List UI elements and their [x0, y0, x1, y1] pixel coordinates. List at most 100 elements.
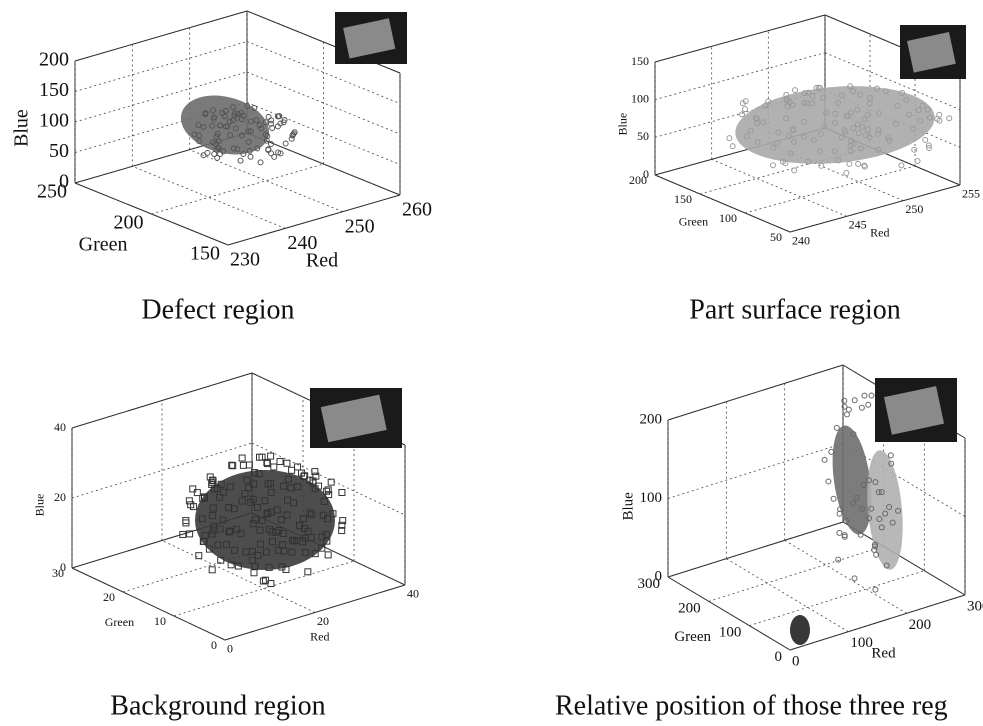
caption: Defect region — [141, 294, 294, 325]
point — [279, 529, 287, 537]
point — [845, 113, 852, 120]
point — [186, 530, 194, 538]
point — [837, 506, 844, 513]
z-tick-label: 50 — [49, 140, 69, 162]
point — [329, 510, 337, 518]
z-tick-label: 40 — [54, 420, 66, 434]
point — [831, 148, 838, 155]
z-tick-label: 200 — [39, 49, 69, 71]
point — [231, 112, 238, 119]
point — [894, 102, 901, 109]
point — [946, 115, 953, 122]
point — [209, 512, 217, 520]
y-tick-label: 150 — [674, 192, 692, 206]
point — [263, 458, 271, 466]
y-tick-label: 200 — [629, 173, 647, 187]
point — [227, 132, 234, 139]
grid-line — [654, 52, 826, 101]
point — [787, 150, 794, 157]
point — [246, 147, 253, 154]
point — [847, 148, 854, 155]
point — [288, 548, 296, 556]
grid-line — [251, 512, 406, 586]
y-axis-label: Green — [679, 214, 708, 228]
point — [873, 85, 880, 92]
point — [783, 91, 790, 98]
point — [217, 480, 225, 488]
point — [835, 157, 842, 164]
point — [887, 452, 894, 459]
point — [832, 110, 839, 117]
point — [247, 153, 254, 160]
point — [800, 134, 807, 141]
z-axis-label: Blue — [11, 109, 33, 147]
point — [257, 540, 265, 548]
point — [312, 472, 320, 480]
point — [302, 549, 310, 557]
point — [240, 112, 247, 119]
point — [883, 562, 890, 569]
point — [290, 537, 298, 545]
z-tick-label: 150 — [631, 54, 649, 68]
point — [304, 568, 312, 576]
point — [201, 494, 209, 502]
point — [899, 90, 906, 97]
point — [267, 140, 274, 147]
point — [886, 137, 893, 144]
point — [892, 120, 899, 127]
y-tick-label: 10 — [154, 614, 166, 628]
grid-line — [161, 540, 316, 613]
point — [282, 565, 290, 573]
x-tick-label: 100 — [850, 635, 873, 651]
point — [251, 516, 259, 524]
point — [268, 150, 275, 157]
point — [205, 545, 213, 553]
y-axis-label: Green — [674, 629, 711, 645]
point — [234, 146, 241, 153]
point — [850, 125, 857, 132]
point — [866, 94, 873, 101]
point — [256, 526, 264, 534]
point — [323, 537, 331, 545]
point — [209, 522, 217, 530]
x-tick-label: 200 — [909, 617, 932, 633]
point — [825, 478, 832, 485]
point — [257, 159, 264, 166]
point — [265, 146, 272, 153]
point — [866, 100, 873, 107]
z-axis-label: Blue — [616, 113, 630, 136]
point — [209, 504, 217, 512]
point — [311, 550, 319, 558]
caption: Relative position of those three reg — [555, 690, 948, 721]
point — [179, 530, 187, 538]
point — [873, 551, 880, 558]
point — [338, 521, 346, 529]
x-tick-label: 230 — [230, 249, 260, 271]
point — [872, 586, 879, 593]
point — [838, 134, 845, 141]
point — [324, 486, 332, 494]
x-axis-label: Red — [871, 645, 896, 661]
x-tick-label: 0 — [792, 653, 800, 669]
point — [324, 515, 332, 523]
point — [238, 497, 246, 505]
point — [895, 507, 902, 514]
point — [915, 107, 922, 114]
point — [234, 562, 242, 570]
point — [726, 135, 733, 142]
point — [258, 516, 266, 524]
point — [264, 480, 272, 488]
point — [200, 152, 207, 159]
point — [243, 476, 251, 484]
grid-line — [789, 594, 966, 651]
y-axis-label: Green — [105, 615, 134, 629]
z-tick-label: 0 — [59, 171, 69, 193]
grid-line — [173, 560, 355, 617]
x-tick-label: 40 — [407, 586, 419, 600]
z-tick-label: 0 — [60, 560, 66, 574]
point — [288, 135, 295, 142]
point — [861, 392, 868, 399]
point — [790, 138, 797, 145]
point — [857, 531, 864, 538]
